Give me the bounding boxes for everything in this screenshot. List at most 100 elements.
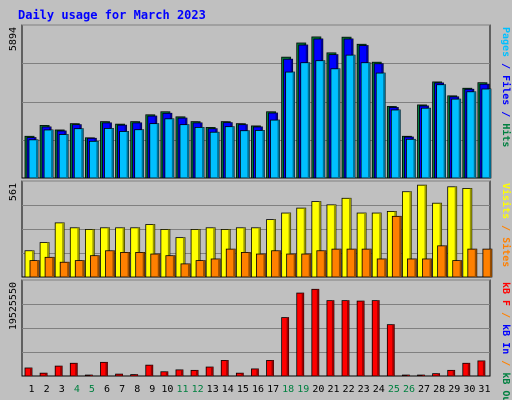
bar (175, 369, 184, 377)
x-tick-label: 29 (448, 384, 460, 395)
bar-shadow (171, 118, 174, 178)
x-tick-label: 4 (74, 384, 80, 395)
x-tick-label: 22 (343, 384, 355, 395)
bar-shadow (333, 204, 336, 277)
bar-shadow (399, 216, 402, 277)
legend-entry: Sites (500, 237, 512, 267)
bar (432, 202, 443, 278)
bar-shadow (82, 260, 85, 277)
bar (59, 261, 70, 278)
bar (462, 188, 473, 278)
bar-shadow (105, 362, 108, 376)
legend-entry: / (500, 354, 511, 372)
bar-shadow (96, 141, 99, 178)
bar (266, 219, 276, 278)
bar (74, 260, 85, 278)
bar-shadow (66, 134, 69, 178)
bar-shadow (172, 255, 175, 277)
bar (437, 245, 448, 278)
bar (285, 71, 296, 179)
bar-shadow (273, 219, 276, 277)
bar-shadow (482, 360, 485, 376)
legend-entry: Pages (500, 27, 511, 57)
bar (447, 369, 456, 377)
bar (341, 197, 352, 278)
bar (432, 373, 441, 377)
bar-shadow (262, 130, 265, 178)
x-axis-labels: 1 2 3 4 5 6 7 8 9 10 11 12 13 14 15 16 17 18 19 20 21 22 23 24 2… (29, 384, 491, 395)
bar (330, 68, 341, 179)
bar-shadow (52, 257, 55, 277)
bar (482, 248, 493, 278)
bar-shadow (120, 374, 123, 376)
bar (88, 140, 99, 179)
bar-shadow (232, 126, 235, 178)
bar (255, 130, 265, 179)
bar (24, 367, 33, 377)
x-tick-label: 2 (44, 384, 50, 395)
bar-shadow (90, 375, 93, 376)
bar (39, 372, 48, 377)
x-tick-label: 8 (134, 384, 140, 395)
bar-shadow (150, 365, 153, 376)
bar (331, 248, 342, 278)
legend-entry: / (500, 219, 511, 237)
legend-entry: kB In (500, 324, 511, 354)
bar-shadow (459, 260, 462, 277)
bar-shadow (241, 373, 244, 376)
bar (251, 368, 259, 377)
bar-shadow (278, 250, 281, 277)
bar-shadow (67, 262, 70, 277)
legend-entry: Hits (500, 123, 512, 147)
bar-shadow (368, 62, 371, 178)
bar (175, 237, 186, 278)
bar (28, 139, 39, 179)
bar-shadow (30, 367, 32, 376)
bar-shadow (213, 227, 216, 277)
bar-shadow (233, 249, 236, 277)
bar (180, 263, 191, 278)
bar (466, 91, 477, 179)
bar (100, 361, 108, 377)
bar-shadow (489, 249, 492, 277)
bar (73, 128, 84, 179)
bar-shadow (45, 373, 48, 376)
bar-shadow (156, 123, 159, 178)
bar (256, 253, 266, 278)
bar-shadow (437, 373, 440, 376)
panel-visits-sites: 561 Visits / Sites (8, 180, 512, 278)
bar-shadow (152, 224, 155, 277)
panel-kbf: 19525550 kB F / kB In / kB Out (8, 279, 511, 400)
x-tick-label: 10 (161, 384, 173, 395)
bar-shadow (377, 300, 380, 376)
bar (54, 365, 63, 377)
bar-shadow (288, 213, 291, 277)
bar-shadow (303, 208, 306, 277)
bar-shadow (369, 249, 372, 277)
bar-shadow (211, 367, 214, 376)
bar-shadow (217, 132, 220, 178)
bar (390, 109, 401, 179)
bar (134, 129, 145, 179)
bar-shadow (454, 186, 457, 277)
bar (89, 255, 100, 278)
bar (266, 360, 274, 377)
bar-shadow (165, 371, 168, 376)
bar (29, 260, 40, 278)
bar-shadow (81, 128, 84, 178)
bar (361, 248, 372, 278)
panel-hits-files-pages: 5894 Pages / Files / Hits (8, 24, 512, 179)
bar (150, 253, 161, 278)
bar-shadow (337, 68, 340, 178)
bar (421, 107, 431, 179)
bar (371, 212, 382, 278)
x-tick-label: 25 (388, 384, 400, 395)
bar-shadow (469, 188, 472, 277)
bar (190, 369, 199, 377)
bar (251, 227, 261, 278)
bar-shadow (362, 301, 365, 376)
bar (120, 252, 130, 278)
bar (326, 204, 337, 278)
bar (481, 88, 492, 179)
bar-shadow (413, 139, 416, 178)
